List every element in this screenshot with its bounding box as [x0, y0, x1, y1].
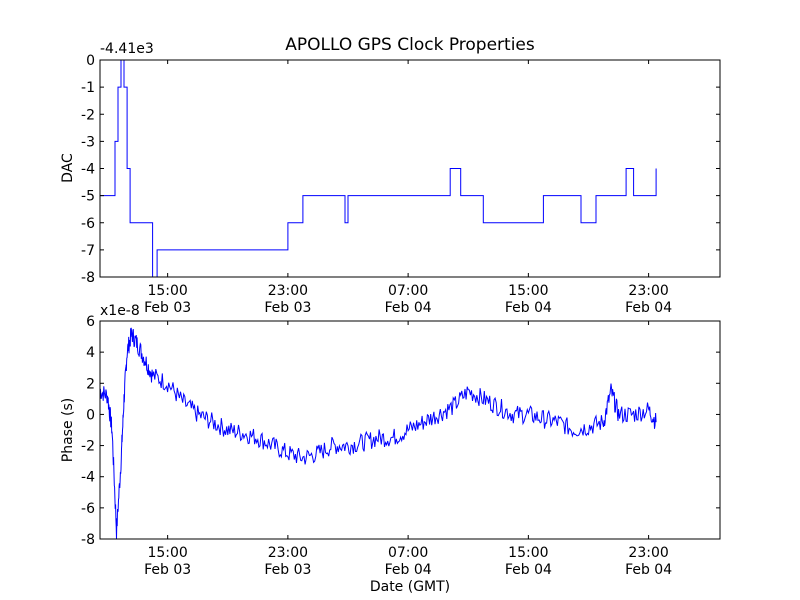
dac-ytick-label: -6	[81, 216, 95, 232]
dac-xtick-date: Feb 03	[144, 300, 191, 316]
dac-xtick-time: 07:00	[388, 283, 428, 299]
phase-ytick-label: -8	[81, 532, 95, 548]
phase-ytick-label: -2	[81, 439, 95, 455]
dac-ytick-label: -3	[81, 134, 95, 150]
dac-xtick-time: 23:00	[268, 283, 308, 299]
phase-xtick-date: Feb 03	[264, 562, 311, 578]
phase-xtick-date: Feb 04	[505, 562, 552, 578]
dac-ytick-label: -2	[81, 107, 95, 123]
dac-ytick-label: -4	[81, 162, 95, 178]
dac-ytick-label: -1	[81, 80, 95, 96]
phase-ytick-label: -6	[81, 501, 95, 517]
dac-xtick-date: Feb 04	[385, 300, 432, 316]
phase-xtick-time: 23:00	[268, 545, 308, 561]
phase-xtick-time: 15:00	[147, 545, 187, 561]
phase-ytick-label: 0	[86, 407, 95, 423]
dac-xtick-time: 15:00	[508, 283, 548, 299]
dac-ytick-label: -7	[81, 243, 95, 259]
phase-plot-area	[100, 321, 720, 539]
dac-series-line	[100, 59, 657, 278]
phase-axes-frame	[99, 320, 721, 540]
dac-y-axis-label: DAC	[60, 153, 76, 183]
dac-xtick-date: Feb 04	[625, 300, 672, 316]
phase-ytick-label: 4	[86, 345, 95, 361]
phase-ytick-label: 6	[86, 314, 95, 330]
dac-xtick-time: 23:00	[628, 283, 668, 299]
x-axis-label: Date (GMT)	[370, 579, 450, 595]
phase-xtick-date: Feb 03	[144, 562, 191, 578]
chart-title: APOLLO GPS Clock Properties	[285, 35, 535, 55]
phase-ytick-label: -4	[81, 470, 95, 486]
phase-xtick-date: Feb 04	[625, 562, 672, 578]
dac-plot-area	[100, 60, 720, 277]
dac-offset-text: -4.41e3	[100, 41, 154, 57]
dac-ytick-label: -8	[81, 270, 95, 286]
phase-series-line	[99, 327, 657, 540]
phase-xtick-time: 23:00	[628, 545, 668, 561]
dac-xtick-time: 15:00	[147, 283, 187, 299]
phase-ytick-label: 2	[86, 376, 95, 392]
dac-series	[100, 59, 657, 278]
dac-ytick-label: -5	[81, 189, 95, 205]
phase-xtick-date: Feb 04	[385, 562, 432, 578]
dac-ytick-label: 0	[86, 53, 95, 69]
dac-xtick-date: Feb 04	[505, 300, 552, 316]
dac-xtick-date: Feb 03	[264, 300, 311, 316]
phase-y-axis-label: Phase (s)	[60, 398, 76, 462]
phase-series	[99, 327, 657, 540]
phase-xtick-time: 07:00	[388, 545, 428, 561]
phase-xtick-time: 15:00	[508, 545, 548, 561]
phase-offset-text: x1e-8	[100, 303, 140, 319]
